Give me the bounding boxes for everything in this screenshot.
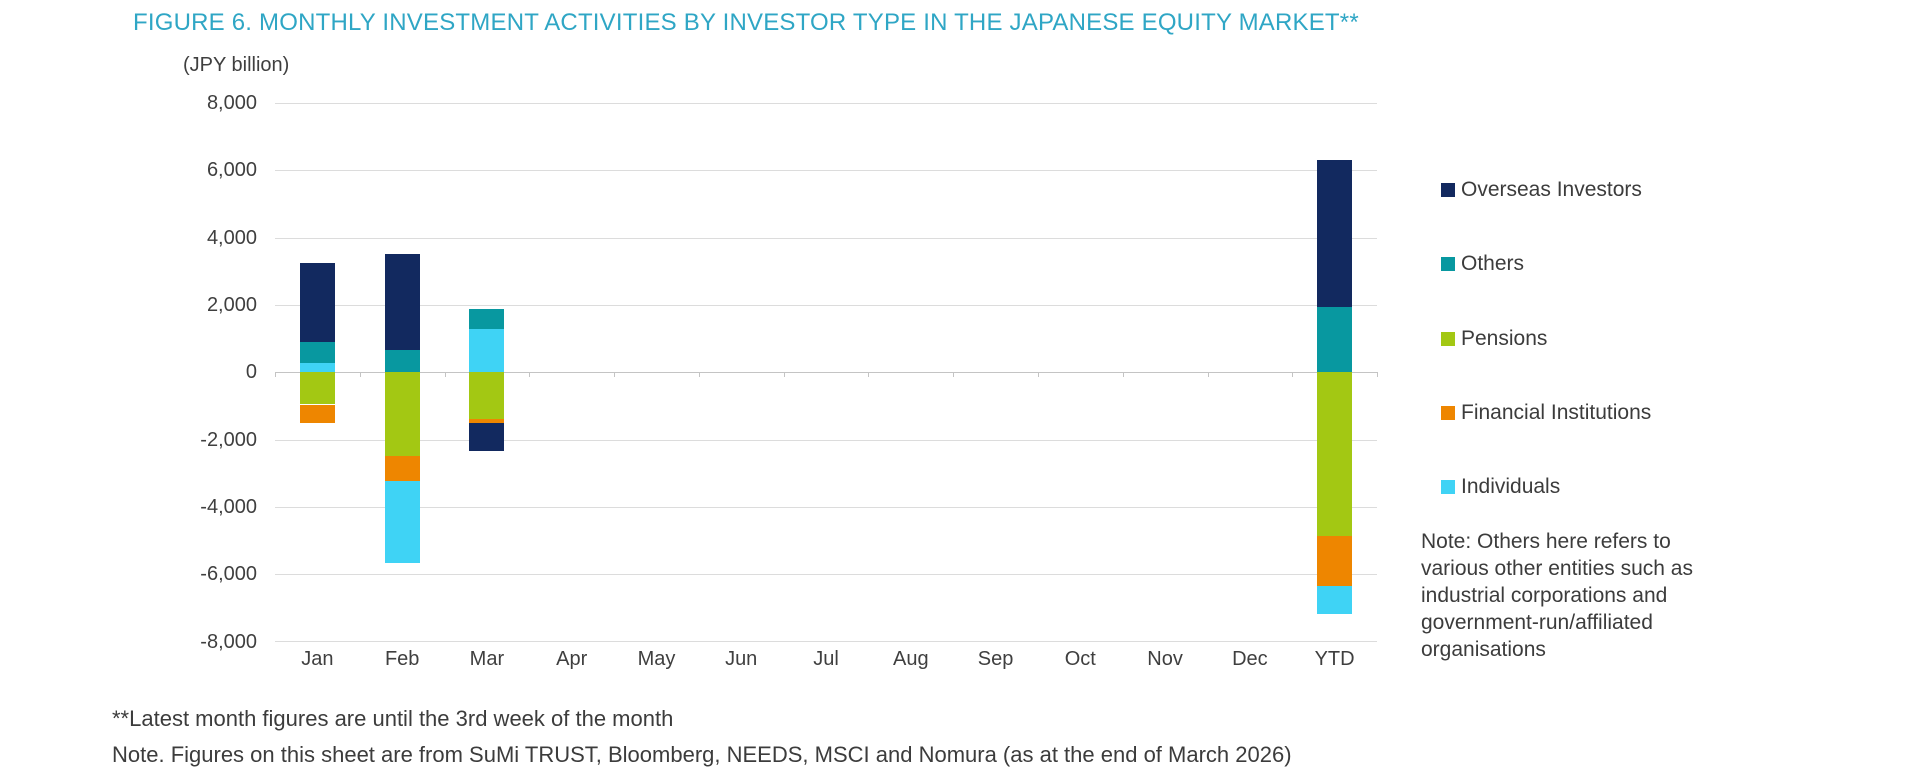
legend-label-overseas-investors: Overseas Investors bbox=[1461, 178, 1642, 201]
legend-entry-overseas-investors: Overseas Investors bbox=[1441, 178, 1642, 202]
y-tick-label--4000: -4,000 bbox=[200, 495, 257, 518]
y-tick-label-0: 0 bbox=[245, 361, 257, 384]
x-tick-label-feb: Feb bbox=[384, 648, 420, 670]
x-tick-label-jul: Jul bbox=[813, 648, 839, 670]
zero-axis-tick bbox=[614, 372, 616, 378]
gridline--6000 bbox=[275, 574, 1377, 576]
bar-segment-ytd-pensions bbox=[1317, 372, 1353, 537]
y-tick-label--8000: -8,000 bbox=[200, 630, 257, 653]
zero-axis-tick bbox=[1207, 372, 1209, 378]
bar-segment-jan-others bbox=[299, 341, 335, 364]
gridline--4000 bbox=[275, 506, 1377, 508]
bar-segment-ytd-overseas-investors bbox=[1317, 160, 1353, 307]
bar-segment-jan-individuals bbox=[299, 363, 335, 373]
bar-segment-jan-financial-institutions bbox=[299, 404, 335, 424]
bar-segment-feb-overseas-investors bbox=[384, 254, 420, 350]
bar-segment-jan-overseas-investors bbox=[299, 262, 335, 342]
zero-axis-tick bbox=[698, 372, 700, 378]
legend-marker-overseas-investors bbox=[1441, 183, 1455, 197]
x-tick-label-mar: Mar bbox=[469, 648, 505, 670]
bar-segment-ytd-financial-institutions bbox=[1317, 536, 1353, 587]
gridline-8000 bbox=[275, 103, 1377, 104]
legend-label-financial-institutions: Financial Institutions bbox=[1461, 400, 1652, 424]
zero-axis-tick bbox=[1122, 372, 1124, 378]
bar-segment-ytd-individuals bbox=[1317, 586, 1353, 615]
gridline--2000 bbox=[275, 439, 1377, 441]
zero-axis-tick bbox=[275, 372, 276, 378]
legend-entry-financial-institutions: Financial Institutions bbox=[1441, 401, 1651, 425]
bar-segment-mar-individuals bbox=[469, 329, 505, 373]
x-tick-label-oct: Oct bbox=[1064, 648, 1096, 670]
zero-axis-tick bbox=[868, 372, 870, 378]
x-tick-label-aug: Aug bbox=[892, 648, 929, 670]
bar-segment-jan-pensions bbox=[299, 372, 335, 405]
bar-segment-mar-others bbox=[469, 309, 505, 330]
legend-marker-pensions bbox=[1441, 331, 1455, 346]
chart-plot-area bbox=[275, 103, 1378, 643]
legend-marker-individuals bbox=[1441, 480, 1455, 494]
bar-segment-feb-pensions bbox=[384, 372, 420, 456]
x-tick-label-sep: Sep bbox=[977, 648, 1014, 670]
y-tick-label--2000: -2,000 bbox=[200, 428, 257, 451]
x-tick-label-jan: Jan bbox=[301, 648, 334, 670]
zero-axis-tick bbox=[953, 372, 955, 378]
legend-label-individuals: Individuals bbox=[1461, 475, 1561, 498]
bar-segment-mar-pensions bbox=[469, 372, 505, 419]
x-tick-label-dec: Dec bbox=[1232, 648, 1268, 670]
bar-segment-feb-others bbox=[384, 350, 420, 373]
others-note: Note: Others here refers to various othe… bbox=[1421, 530, 1693, 661]
zero-axis-tick bbox=[1037, 372, 1039, 378]
bar-segment-mar-overseas-investors bbox=[469, 423, 505, 451]
zero-axis-tick bbox=[359, 372, 361, 378]
legend-marker-others bbox=[1441, 257, 1455, 272]
gridline--8000 bbox=[275, 641, 1377, 643]
figure-title: FIGURE 6. MONTHLY INVESTMENT ACTIVITIES … bbox=[133, 9, 1359, 36]
y-axis-unit-label: (JPY billion) bbox=[183, 54, 290, 76]
footnote-source: Note. Figures on this sheet are from SuM… bbox=[112, 742, 1292, 767]
zero-axis-tick bbox=[444, 372, 446, 378]
gridline-6000 bbox=[275, 170, 1377, 172]
legend-marker-financial-institutions bbox=[1441, 405, 1455, 420]
zero-axis-tick bbox=[529, 372, 531, 378]
zero-axis-tick bbox=[1292, 372, 1294, 378]
legend-label-pensions: Pensions bbox=[1461, 326, 1548, 350]
x-tick-label-nov: Nov bbox=[1147, 648, 1183, 670]
x-tick-label-ytd: YTD bbox=[1314, 648, 1355, 670]
legend-entry-pensions: Pensions bbox=[1441, 327, 1547, 351]
y-tick-label-8000: 8,000 bbox=[206, 92, 257, 115]
y-tick-label-6000: 6,000 bbox=[206, 159, 257, 182]
zero-axis-tick bbox=[783, 372, 785, 378]
legend-entry-individuals: Individuals bbox=[1441, 475, 1560, 499]
footnote-latest-month: **Latest month figures are until the 3rd… bbox=[112, 706, 674, 731]
bar-segment-ytd-others bbox=[1317, 306, 1353, 373]
y-tick-label--6000: -6,000 bbox=[200, 563, 257, 586]
gridline-2000 bbox=[275, 304, 1377, 306]
x-tick-label-apr: Apr bbox=[556, 648, 588, 670]
gridline-0 bbox=[275, 372, 1377, 374]
y-tick-label-2000: 2,000 bbox=[206, 294, 257, 316]
zero-axis-tick bbox=[1377, 372, 1378, 378]
legend-entry-others: Others bbox=[1441, 252, 1524, 276]
bar-segment-feb-individuals bbox=[384, 480, 420, 563]
x-tick-label-may: May bbox=[637, 648, 676, 670]
y-tick-label-4000: 4,000 bbox=[206, 226, 257, 249]
gridline-4000 bbox=[275, 237, 1377, 239]
bar-segment-mar-financial-institutions bbox=[469, 418, 505, 424]
legend-label-others: Others bbox=[1461, 252, 1525, 276]
x-tick-label-jun: Jun bbox=[725, 648, 758, 670]
bar-segment-feb-financial-institutions bbox=[384, 456, 420, 481]
